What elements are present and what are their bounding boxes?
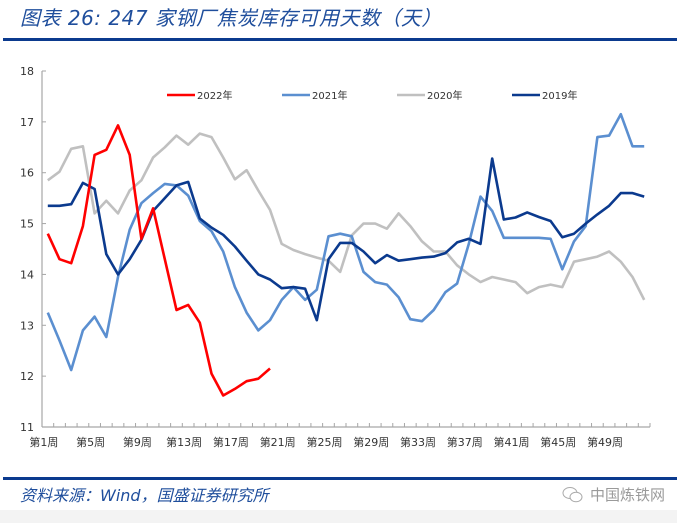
footer-band xyxy=(0,510,677,523)
source-note: 资料来源：Wind，国盛证券研究所 xyxy=(20,486,269,505)
chart-series-lines xyxy=(46,112,646,397)
chart-title: 图表 26: 247 家钢厂焦炭库存可用天数（天） xyxy=(20,6,442,30)
legend-label: 2021年 xyxy=(312,89,347,102)
bottom-divider xyxy=(3,477,677,480)
x-tick-label: 第37周 xyxy=(447,435,483,449)
x-axis-labels: 第1周 第5周 第9周 第13周 第17周 第21周 第25周 第29周 第33周 第37周 第41… xyxy=(29,435,623,449)
wechat-icon xyxy=(562,486,583,502)
y-tick-label: 13 xyxy=(20,319,34,332)
x-tick-label: 第45周 xyxy=(540,435,576,449)
x-tick-label: 第21周 xyxy=(260,435,296,449)
top-divider xyxy=(3,38,677,41)
x-tick-label: 第33周 xyxy=(400,435,436,449)
series-line-2021 xyxy=(46,112,645,372)
x-tick-label: 第41周 xyxy=(494,435,530,449)
x-tick-label: 第5周 xyxy=(76,435,105,449)
x-tick-label: 第17周 xyxy=(213,435,249,449)
watermark-text: 中国炼铁网 xyxy=(589,486,665,504)
x-tick-label: 第29周 xyxy=(353,435,389,449)
y-tick-label: 11 xyxy=(20,421,34,434)
watermark: 中国炼铁网 xyxy=(562,484,665,505)
legend-label: 2019年 xyxy=(542,89,577,102)
series-line-2020 xyxy=(47,132,646,301)
series-line-2022 xyxy=(46,124,271,397)
line-chart: 11 12 13 14 15 16 17 18 2022年 2021年 2020年 2019年 第1… xyxy=(20,65,651,449)
x-tick-label: 第1周 xyxy=(29,435,58,449)
legend-label: 2020年 xyxy=(427,89,462,102)
x-tick-label: 第25周 xyxy=(306,435,342,449)
y-tick-label: 15 xyxy=(20,218,34,231)
chart-axes: 11 12 13 14 15 16 17 18 xyxy=(20,65,651,434)
y-tick-label: 17 xyxy=(20,116,34,129)
x-tick-label: 第13周 xyxy=(166,435,202,449)
x-tick-label: 第49周 xyxy=(587,435,623,449)
x-tick-label: 第9周 xyxy=(123,435,152,449)
y-tick-label: 16 xyxy=(20,167,34,180)
y-tick-label: 18 xyxy=(20,65,34,78)
legend-label: 2022年 xyxy=(197,89,232,102)
y-tick-label: 14 xyxy=(20,268,34,281)
y-tick-label: 12 xyxy=(20,370,34,383)
chart-legend: 2022年 2021年 2020年 2019年 xyxy=(167,89,577,102)
